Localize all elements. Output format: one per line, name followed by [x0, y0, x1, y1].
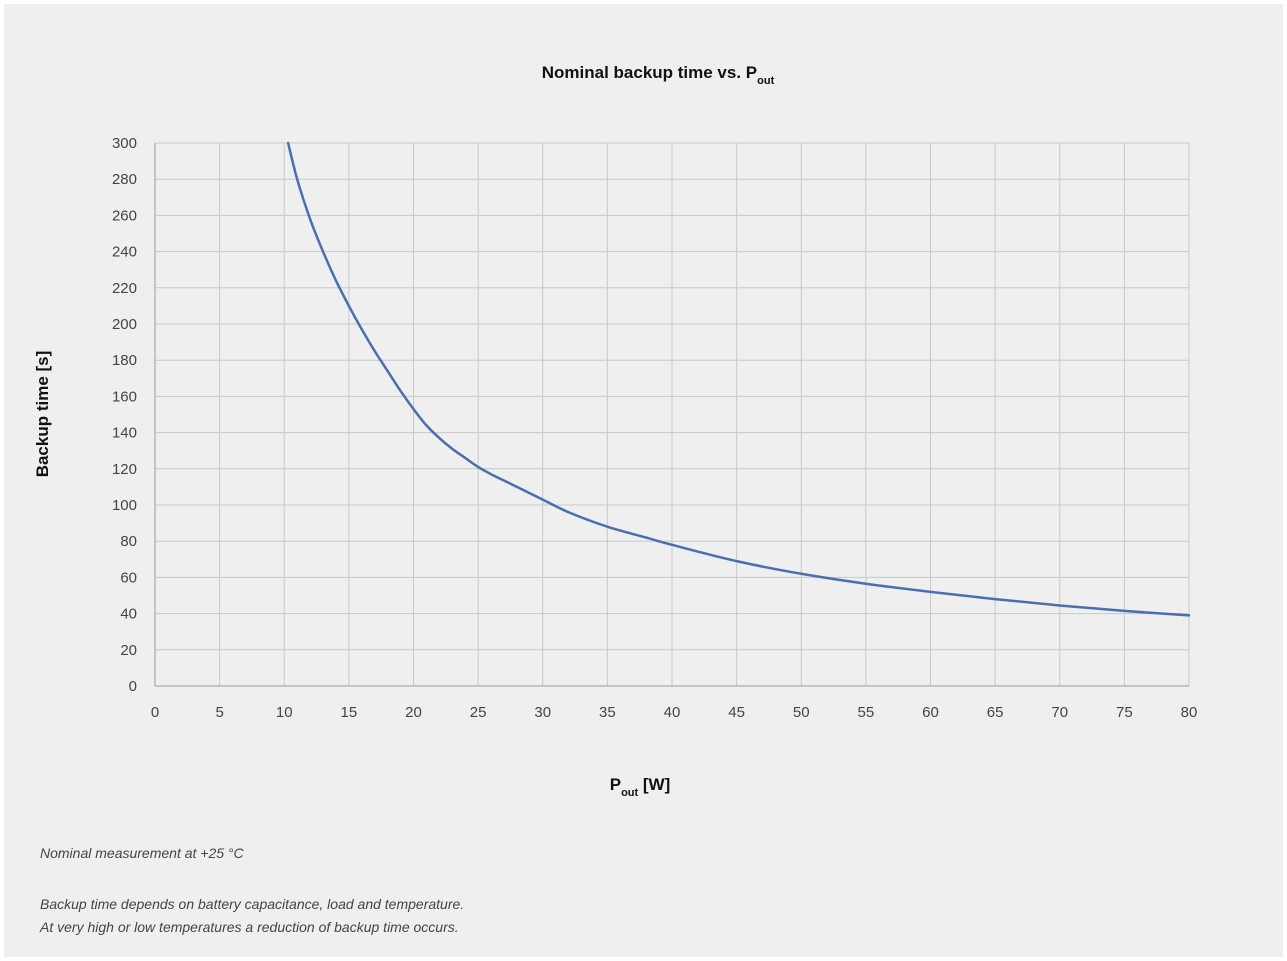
x-tick-label-55: 55	[858, 704, 875, 721]
y-tick-label-240: 240	[112, 244, 137, 261]
y-tick-label-140: 140	[112, 425, 137, 442]
x-tick-label-70: 70	[1051, 704, 1068, 721]
y-tick-label-280: 280	[112, 171, 137, 188]
y-tick-label-220: 220	[112, 280, 137, 297]
x-tick-label-10: 10	[276, 704, 293, 721]
y-tick-label-260: 260	[112, 207, 137, 224]
x-tick-label-60: 60	[922, 704, 939, 721]
y-tick-label-0: 0	[129, 678, 137, 695]
backup-time-note-2: At very high or low temperatures a reduc…	[40, 919, 459, 935]
backup-time-chart: 0204060801001201401601802002202402602803…	[33, 63, 1198, 799]
x-tick-label-0: 0	[151, 704, 159, 721]
y-tick-label-100: 100	[112, 497, 137, 514]
x-tick-label-30: 30	[534, 704, 551, 721]
x-tick-label-75: 75	[1116, 704, 1133, 721]
x-tick-label-40: 40	[664, 704, 681, 721]
y-tick-label-180: 180	[112, 352, 137, 369]
y-tick-label-80: 80	[120, 533, 137, 550]
x-tick-label-80: 80	[1181, 704, 1198, 721]
x-tick-label-45: 45	[728, 704, 745, 721]
y-tick-label-40: 40	[120, 606, 137, 623]
x-tick-label-25: 25	[470, 704, 487, 721]
y-tick-label-200: 200	[112, 316, 137, 333]
y-tick-label-160: 160	[112, 388, 137, 405]
chart-title: Nominal backup time vs. Pout	[542, 63, 775, 87]
y-tick-label-60: 60	[120, 569, 137, 586]
y-tick-label-120: 120	[112, 461, 137, 478]
backup-time-note-1: Backup time depends on battery capacitan…	[40, 896, 465, 912]
x-tick-label-20: 20	[405, 704, 422, 721]
chart-panel: 0 20 40 60 80 100 120 140 160 180 200 220 240 260 280 3…	[4, 4, 1283, 957]
x-tick-label-5: 5	[215, 704, 223, 721]
y-tick-labels: 0 20 40 60 80 100 120 140 160 180 200 220 240 260 280 3…	[112, 135, 137, 695]
y-axis-title: Backup time [s]	[33, 351, 52, 478]
x-axis-title: Pout [W]	[610, 775, 671, 799]
x-tick-label-50: 50	[793, 704, 810, 721]
x-tick-label-15: 15	[341, 704, 358, 721]
x-tick-label-65: 65	[987, 704, 1004, 721]
x-tick-labels: 0 5 10 15 20 25 30 35 40 45 50 55 60 65 70 75 80	[151, 704, 1198, 721]
series-line-backup-time	[286, 141, 1191, 617]
grid	[154, 142, 1190, 687]
y-tick-label-300: 300	[112, 135, 137, 152]
y-tick-label-20: 20	[120, 642, 137, 659]
measurement-note: Nominal measurement at +25 °C	[40, 845, 244, 861]
x-tick-label-35: 35	[599, 704, 616, 721]
